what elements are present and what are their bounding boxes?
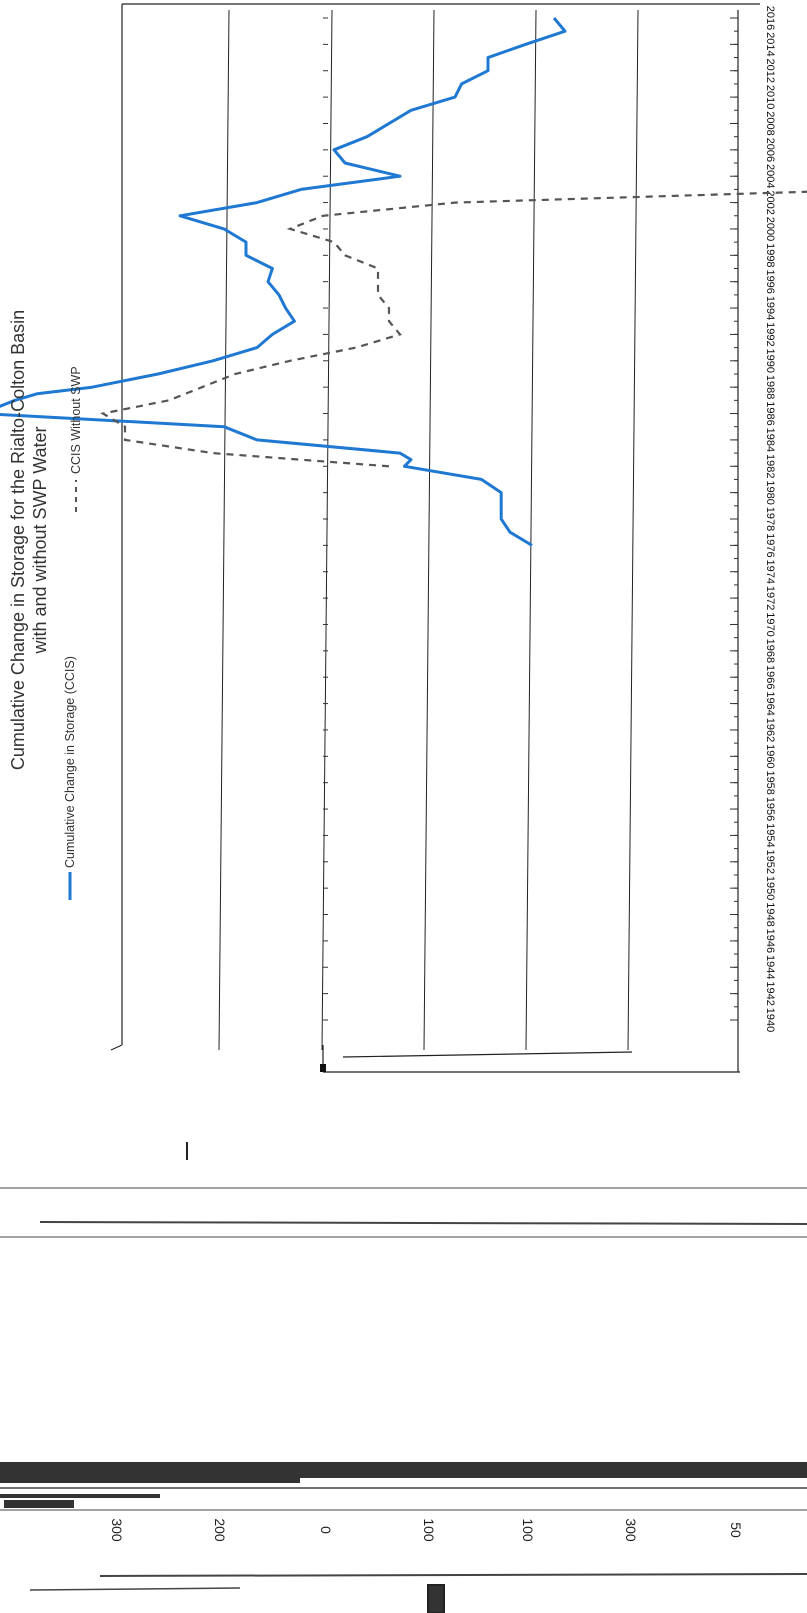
partial-label: 50 — [728, 1522, 744, 1538]
x-tick-label: 1976 — [764, 533, 776, 557]
x-tick-label: 2004 — [764, 164, 776, 188]
partial-label: 300 — [623, 1518, 639, 1542]
x-tick-label: 1994 — [764, 296, 776, 320]
x-tick-label: 2008 — [764, 111, 776, 135]
x-tick-label: 1986 — [764, 401, 776, 425]
plot-frame — [121, 3, 760, 1073]
gridline-0 — [218, 9, 230, 1051]
x-tick-label: 1966 — [764, 665, 776, 689]
gridline-4 — [627, 9, 639, 1051]
x-tick-label: 2006 — [764, 138, 776, 162]
x-tick-label: 1962 — [764, 718, 776, 742]
series-layer — [0, 17, 807, 547]
corner-mark — [320, 1064, 326, 1072]
x-tick-label: 1956 — [764, 797, 776, 821]
title-block: Cumulative Change in Storage for the Ria… — [8, 310, 50, 770]
partial-label: 100 — [421, 1518, 437, 1542]
x-tick-label: 1988 — [764, 375, 776, 399]
x-tick-label: 2014 — [764, 32, 776, 56]
chart-title: Cumulative Change in Storage for the Ria… — [8, 310, 28, 770]
x-tick-labels: 1940 1942 1944 1946 1948 1950 1952 1954 1956 1958… — [764, 6, 776, 1032]
scan-rule-6 — [99, 1573, 807, 1577]
x-tick-label: 1998 — [764, 243, 776, 267]
scan-rule-7 — [29, 1587, 241, 1591]
x-tick-label: 1996 — [764, 269, 776, 293]
x-tick-label: 1958 — [764, 770, 776, 794]
grid — [110, 9, 639, 1051]
x-tick-label: 1980 — [764, 480, 776, 504]
partial-axis-labels: 300 200 0 100 100 300 50 — [109, 1518, 744, 1542]
stray-mark — [186, 1142, 188, 1160]
x-tick-label: 1940 — [764, 1008, 776, 1032]
x-tick-label: 1954 — [764, 823, 776, 847]
partial-label: 0 — [318, 1526, 334, 1534]
gridline-3 — [525, 9, 537, 1051]
axis-ticks — [323, 17, 738, 1021]
scan-band-3 — [0, 1494, 160, 1498]
gridline-edge — [110, 1044, 123, 1051]
partial-label: 300 — [109, 1518, 125, 1542]
x-tick-label: 1964 — [764, 691, 776, 715]
x-tick-label: 1992 — [764, 322, 776, 346]
scan-band — [0, 1462, 807, 1478]
series-line-ccis — [0, 17, 567, 547]
legend-label-ccis: Cumulative Change in Storage (CCIS) — [63, 656, 77, 868]
legend: Cumulative Change in Storage (CCIS) CCIS… — [63, 366, 83, 900]
x-tick-label: 1942 — [764, 981, 776, 1005]
x-tick-label: 2000 — [764, 217, 776, 241]
x-tick-label: 2016 — [764, 6, 776, 30]
x-tick-label: 1990 — [764, 349, 776, 373]
x-tick-label: 1948 — [764, 902, 776, 926]
x-tick-label: 1952 — [764, 850, 776, 874]
series-line-ccis-without-swp — [99, 190, 807, 468]
x-tick-label: 1984 — [764, 428, 776, 452]
scan-band-2 — [0, 1478, 300, 1483]
x-tick-label: 1946 — [764, 929, 776, 953]
x-tick-label: 1978 — [764, 507, 776, 531]
x-tick-label: 1950 — [764, 876, 776, 900]
x-tick-label: 2002 — [764, 190, 776, 214]
gridline-1 — [321, 9, 333, 1051]
x-tick-label: 1972 — [764, 586, 776, 610]
chart-subtitle: with and without SWP Water — [30, 426, 50, 654]
x-tick-label: 1982 — [764, 454, 776, 478]
x-tick-label: 1960 — [764, 744, 776, 768]
bracket-line — [342, 1051, 633, 1058]
x-tick-label: 2010 — [764, 85, 776, 109]
partial-label: 200 — [212, 1518, 228, 1542]
scan-rule-2 — [39, 1221, 807, 1225]
scan-artifacts — [0, 1142, 807, 1613]
x-tick-label: 1944 — [764, 955, 776, 979]
gridline-2 — [423, 9, 435, 1051]
scan-band-4 — [4, 1500, 74, 1508]
x-tick-label: 2012 — [764, 58, 776, 82]
x-tick-label: 1974 — [764, 559, 776, 583]
x-tick-label: 1968 — [764, 639, 776, 663]
partial-label: 100 — [520, 1518, 536, 1542]
scan-box — [427, 1584, 445, 1613]
legend-label-no-swp: CCIS Without SWP — [69, 366, 83, 474]
x-tick-label: 1970 — [764, 612, 776, 636]
